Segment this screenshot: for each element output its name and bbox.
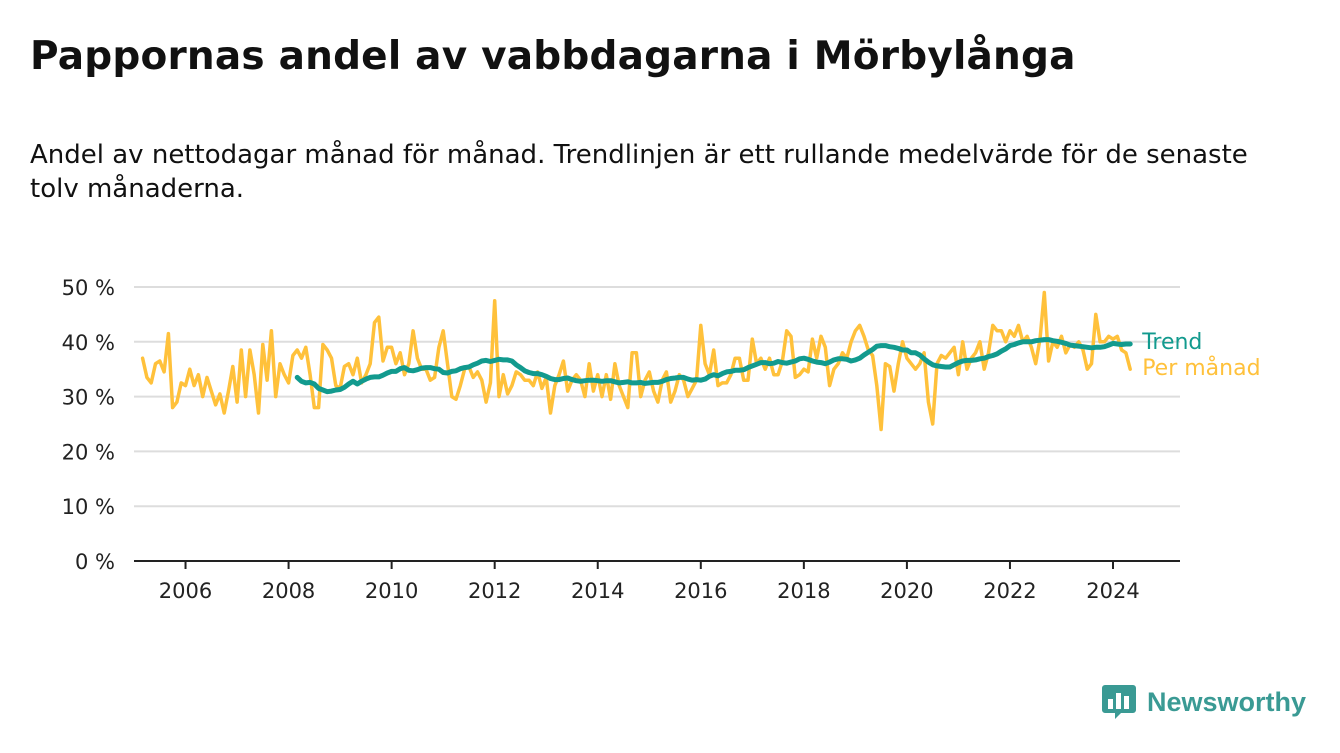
newsworthy-logo-icon bbox=[1101, 685, 1136, 719]
x-tick-label: 2022 bbox=[983, 579, 1036, 603]
x-tick-label: 2016 bbox=[674, 579, 727, 603]
y-axis-tick-labels: 0 % 10 % 20 % 30 % 40 % 50 % bbox=[62, 276, 115, 574]
brand-name: Newsworthy bbox=[1146, 686, 1306, 717]
x-tick-label: 2008 bbox=[262, 579, 315, 603]
brand-logo: Newsworthy bbox=[1101, 683, 1306, 721]
y-tick-label: 0 % bbox=[75, 550, 115, 574]
y-tick-label: 20 % bbox=[62, 440, 115, 464]
x-tick-label: 2018 bbox=[777, 579, 830, 603]
y-tick-label: 10 % bbox=[62, 495, 115, 519]
data-series bbox=[140, 290, 1133, 432]
x-axis-tick-labels: 2006 2008 2010 2012 2014 2016 2018 2020 2022 2024 bbox=[159, 561, 1140, 603]
x-tick-label: 2006 bbox=[159, 579, 212, 603]
x-tick-label: 2010 bbox=[365, 579, 418, 603]
series-label-trend: Trend bbox=[1141, 330, 1202, 355]
y-tick-label: 40 % bbox=[62, 331, 115, 355]
gridlines bbox=[134, 286, 1180, 562]
x-tick-label: 2020 bbox=[880, 579, 933, 603]
chart-subtitle: Andel av nettodagar månad för månad. Tre… bbox=[30, 140, 1248, 204]
y-tick-label: 50 % bbox=[62, 276, 115, 300]
chart-title: Pappornas andel av vabbdagarna i Mörbylå… bbox=[30, 34, 1076, 79]
x-tick-label: 2024 bbox=[1086, 579, 1139, 603]
x-tick-label: 2014 bbox=[571, 579, 624, 603]
x-tick-label: 2012 bbox=[468, 579, 521, 603]
trend-line bbox=[294, 337, 1133, 395]
series-label-monthly: Per månad bbox=[1142, 355, 1260, 381]
y-tick-label: 30 % bbox=[62, 386, 115, 410]
